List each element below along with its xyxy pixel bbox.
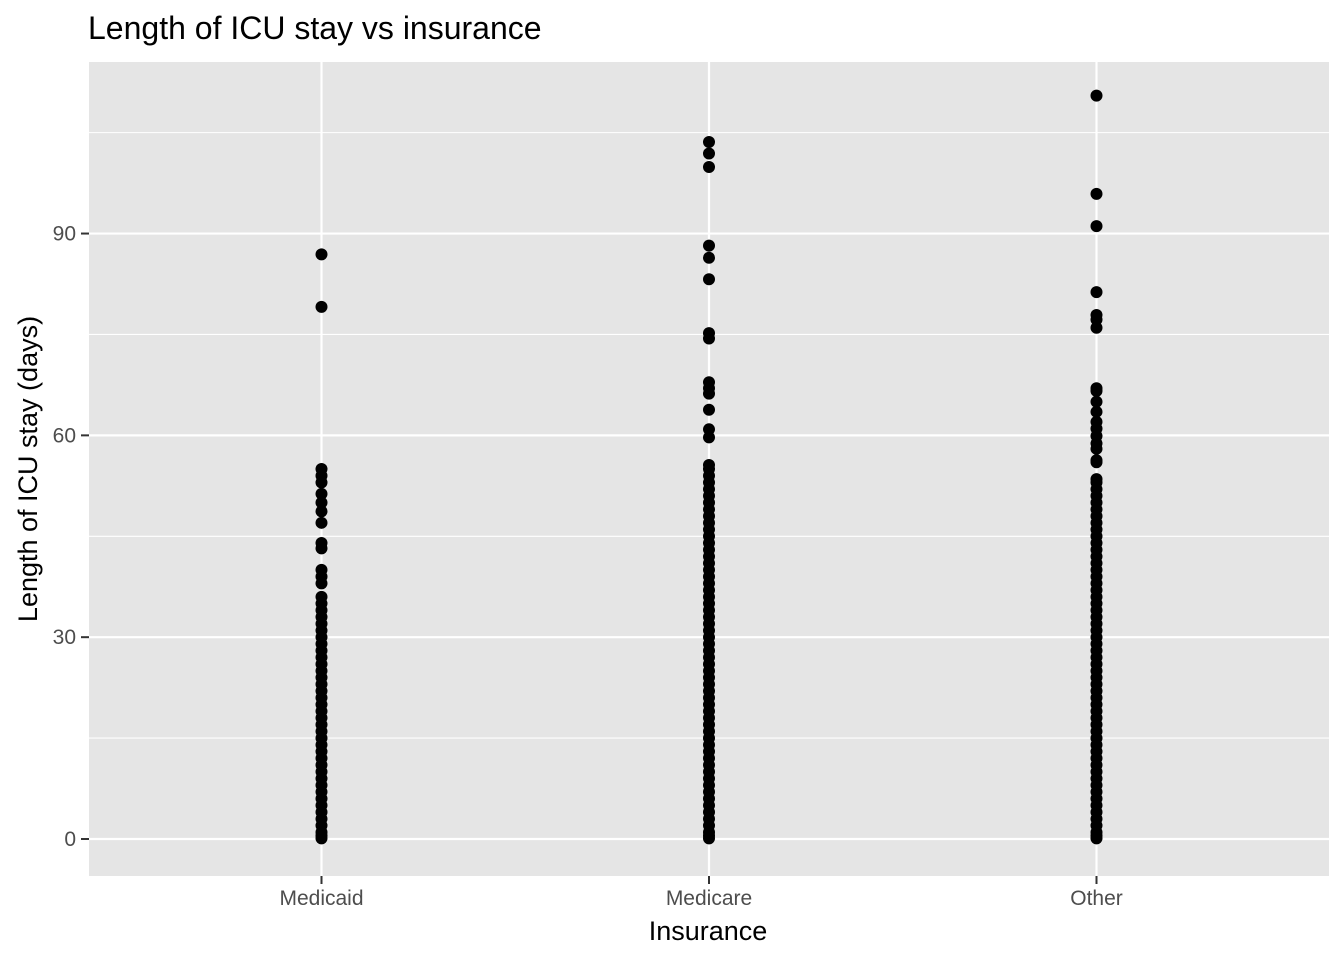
- data-point: [703, 431, 715, 444]
- data-point: [1090, 405, 1103, 418]
- data-point: [315, 248, 328, 261]
- x-axis: Medicaid Medicare Other: [279, 876, 1123, 910]
- data-point: [1090, 89, 1103, 102]
- y-tick-label: 60: [53, 424, 76, 447]
- y-axis: 0 30 60 90: [53, 223, 89, 851]
- data-point: [703, 147, 715, 160]
- data-point: [703, 332, 715, 345]
- data-point: [703, 160, 715, 173]
- y-tick-label: 30: [53, 626, 76, 649]
- data-point: [703, 273, 715, 286]
- y-tick-label: 0: [64, 828, 76, 851]
- data-point: [315, 487, 328, 500]
- data-point: [1090, 442, 1103, 455]
- x-axis-title: Insurance: [649, 916, 768, 946]
- data-point: [315, 476, 328, 489]
- data-point: [703, 251, 715, 264]
- data-point: [1090, 321, 1103, 334]
- data-point: [315, 505, 328, 518]
- data-point: [703, 403, 715, 416]
- data-point: [315, 832, 328, 845]
- chart-title: Length of ICU stay vs insurance: [88, 10, 542, 46]
- data-point: [1090, 395, 1103, 408]
- data-point: [703, 239, 715, 252]
- y-axis-title: Length of ICU stay (days): [13, 316, 43, 622]
- x-tick-label: Other: [1070, 887, 1123, 910]
- data-point: [315, 542, 328, 555]
- data-points: [315, 89, 1103, 845]
- data-point: [315, 577, 328, 590]
- data-point: [1090, 220, 1103, 233]
- data-point: [703, 136, 715, 149]
- data-point: [315, 516, 328, 529]
- data-point: [1090, 384, 1103, 397]
- data-point: [1090, 456, 1103, 469]
- y-tick-label: 90: [53, 223, 76, 246]
- x-tick-label: Medicare: [666, 887, 752, 910]
- data-point: [1090, 832, 1103, 845]
- data-point: [703, 832, 715, 845]
- data-point: [703, 387, 715, 400]
- data-point: [1090, 187, 1103, 200]
- data-point: [1090, 286, 1103, 299]
- x-tick-label: Medicaid: [279, 887, 363, 910]
- data-point: [315, 300, 328, 313]
- data-point: [315, 496, 328, 509]
